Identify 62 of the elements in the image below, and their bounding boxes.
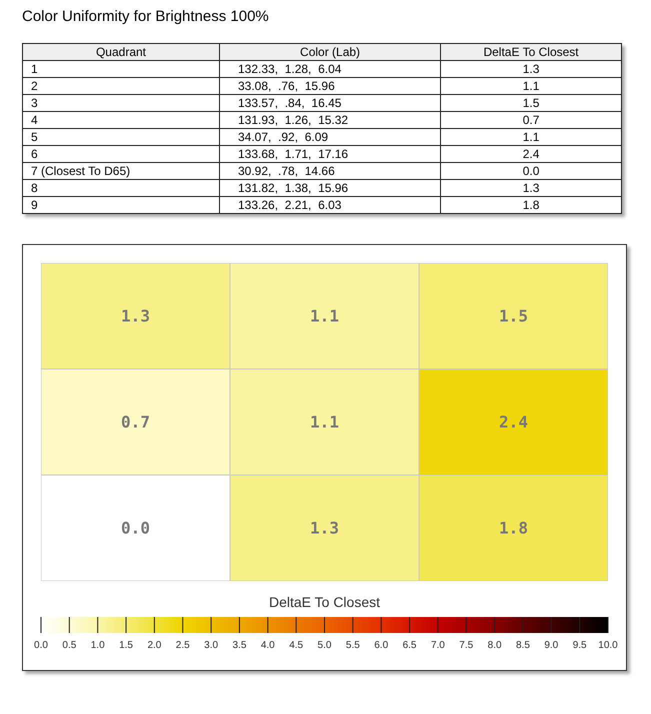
color-bar-label: 6.0 [374, 640, 389, 651]
text: 33.08, .76, 15.96 [238, 79, 335, 93]
color-bar-label: 1.5 [119, 640, 134, 651]
text: 133.68, 1.71, 17.16 [238, 147, 348, 161]
text: 1.5 [522, 96, 540, 110]
data-label: 2.4 [499, 412, 528, 432]
text: 0.0 [522, 164, 540, 178]
color-bar-label: 3.5 [232, 640, 247, 651]
category-label: 7 (Closest To D65) [31, 164, 130, 178]
text: Quadrant [22, 44, 220, 60]
color-bar-label: 10.0 [598, 640, 618, 651]
text: 1.1 [522, 130, 540, 144]
category-label: 4 [31, 113, 38, 127]
text: 133.57, .84, 16.45 [238, 96, 342, 110]
data-label: 1.1 [310, 306, 339, 326]
color-bar-label: 8.5 [516, 640, 530, 651]
color-bar-label: 7.5 [459, 640, 474, 651]
color-bar-label: 8.0 [488, 640, 502, 651]
color-bar-label: 3.0 [204, 640, 218, 651]
data-label: 0.7 [121, 412, 150, 432]
data-label: 1.3 [310, 518, 339, 538]
category-label: Color (Lab) [220, 44, 441, 60]
color-bar-label: 2.0 [147, 640, 162, 651]
category-label: 3 [31, 96, 38, 110]
text: 1.8 [522, 198, 540, 212]
color-bar-label: 9.5 [572, 640, 588, 651]
text: Color Uniformity for Brightness 100% [22, 8, 270, 25]
color-bar-label: 5.5 [346, 640, 360, 651]
text: 133.26, 2.21, 6.03 [238, 198, 342, 212]
color-bar-label: 0.5 [62, 640, 77, 651]
color-bar-label: 7.0 [430, 640, 446, 651]
text: 131.82, 1.38, 15.96 [238, 181, 348, 195]
data-label: 1.5 [499, 306, 528, 326]
text: 2.4 [522, 147, 540, 161]
color-bar-label: 0.0 [34, 640, 48, 651]
category-label: DeltaE To Closest [440, 44, 622, 60]
category-label: 9 [31, 198, 38, 212]
text: 1.3 [522, 62, 540, 76]
color-bar-label: 2.5 [176, 640, 190, 651]
color-bar-title: DeltaE To Closest [268, 594, 380, 610]
category-label: 5 [31, 130, 38, 144]
text: 1.1 [522, 79, 540, 93]
text: 132.33, 1.28, 6.04 [238, 62, 342, 76]
color-bar-label: 1.0 [90, 640, 106, 651]
data-label: 1.8 [499, 518, 528, 538]
text: 34.07, .92, 6.09 [238, 130, 328, 144]
data-label: 1.1 [310, 412, 339, 432]
data-label: 0.0 [121, 518, 150, 538]
text: 30.92, .78, 14.66 [238, 164, 335, 178]
color-bar-label: 5.0 [318, 640, 332, 651]
color-bar-label: 4.5 [289, 640, 304, 651]
color-bar-label: 6.5 [402, 640, 417, 651]
data-label: 1.3 [121, 306, 150, 326]
color-bar-label: 9.0 [544, 640, 559, 651]
text: 1.3 [522, 181, 540, 195]
color-bar-label: 4.0 [260, 640, 276, 651]
text: 0.7 [522, 113, 540, 127]
text: 131.93, 1.26, 15.32 [238, 113, 348, 127]
category-label: 8 [31, 181, 38, 195]
category-label: 2 [31, 79, 38, 93]
category-label: 1 [31, 62, 38, 76]
category-label: 6 [31, 147, 38, 161]
